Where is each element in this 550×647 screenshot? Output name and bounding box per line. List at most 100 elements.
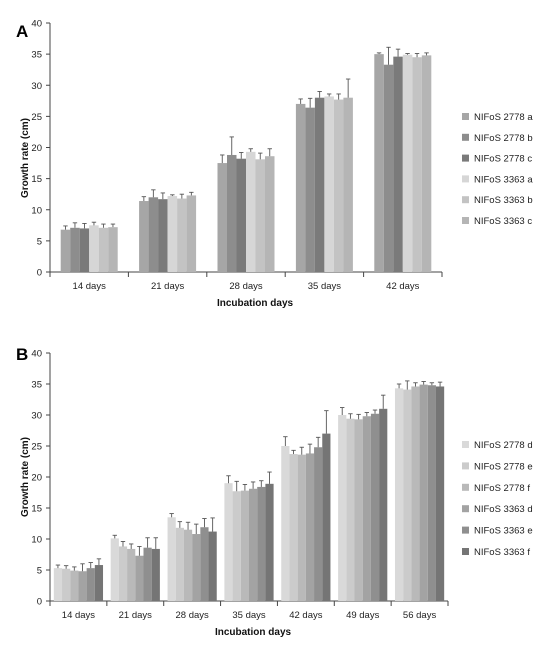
panel-b-bar (419, 384, 428, 601)
panel-b-legend-label: NIFoS 3363 f (474, 547, 530, 558)
panel-b-x-tick-label: 14 days (62, 610, 96, 621)
panel-b-bar (78, 571, 87, 601)
panel-a-y-tick-label: 10 (31, 205, 42, 216)
panel-b-bar (354, 419, 363, 601)
panel-a-y-tick-label: 25 (31, 112, 42, 123)
panel-a-bar (227, 154, 237, 272)
panel-a-y-tick-label: 15 (31, 174, 42, 185)
panel-b-bar (192, 534, 201, 601)
panel-a-bar (89, 225, 99, 272)
panel-b-bar (322, 433, 331, 601)
panel-a-bar (177, 198, 187, 272)
panel-label-b: B (16, 345, 28, 364)
panel-a-legend-swatch (462, 154, 469, 162)
panel-a-bar (393, 56, 403, 272)
panel-a-legend-swatch (462, 113, 469, 120)
panel-b-bar (257, 486, 266, 601)
panel-b-y-tick-label: 30 (31, 411, 42, 422)
panel-a-x-tick-label: 14 days (73, 281, 107, 292)
panel-b-legend-swatch (462, 505, 469, 513)
panel-b-legend-swatch (462, 548, 469, 555)
panel-b-bar (70, 570, 79, 601)
panel-a-bar (314, 97, 325, 272)
panel-b-x-tick-label: 28 days (176, 610, 210, 621)
y-axis-title-b: Growth rate (cm) (20, 437, 31, 517)
panel-b-bar (175, 527, 184, 601)
x-axis-title-a: Incubation days (217, 298, 294, 309)
panel-label-a: A (16, 22, 28, 41)
panel-a-bar (343, 97, 353, 272)
panel-b-bar (167, 517, 176, 601)
panel-a-bar (70, 227, 80, 272)
panel-a-bar (402, 54, 413, 273)
panel-b-bar (143, 547, 152, 601)
panel-b-bar (240, 490, 249, 601)
panel-b-bar (232, 491, 241, 601)
panel-a-y-tick-label: 5 (37, 236, 42, 247)
panel-b-bar (208, 531, 217, 601)
panel-a-bar (79, 228, 90, 272)
panel-a-bar (246, 151, 256, 272)
panel-a-bar (236, 158, 246, 272)
panel-a-x-tick-label: 35 days (308, 281, 342, 292)
panel-b-legend-label: NIFoS 2778 e (474, 461, 533, 472)
panel-a-y-tick-label: 20 (31, 143, 42, 154)
panel-b-legend-swatch (462, 483, 469, 491)
panel-b-bar (403, 389, 412, 601)
panel-a-bar (108, 227, 118, 272)
panel-b-y-tick-label: 25 (31, 442, 42, 453)
y-axis-title-a: Growth rate (cm) (20, 118, 31, 198)
panel-b-bar (338, 415, 347, 601)
panel-a-legend-label: NIFoS 2778 a (474, 112, 533, 123)
panel-a-bar (139, 201, 149, 272)
panel-a-bar (374, 54, 384, 272)
panel-b-bar (265, 483, 274, 601)
chart-panel-b: B Growth rate (cm) Incubation days 0 5 10 1… (16, 345, 533, 638)
panel-b-bar (151, 548, 160, 601)
panel-b-legend-label: NIFoS 3363 d (474, 504, 533, 515)
panel-b-bar (314, 447, 323, 601)
panel-b-bar (200, 527, 209, 601)
panel-a-y-tick-label: 35 (31, 50, 42, 61)
panel-b-bar (411, 386, 420, 601)
panel-b-bar (281, 446, 290, 601)
panel-b-bar (118, 546, 128, 601)
panel-a-legend-label: NIFoS 3363 a (474, 174, 533, 185)
panel-b-bar (362, 416, 371, 601)
panel-b-bar (249, 488, 258, 601)
panel-b-bar (435, 386, 445, 601)
chart-panel-a: A Growth rate (cm) Incubation days 0 5 10 1… (16, 19, 533, 310)
panel-a-legend-swatch (462, 133, 469, 141)
panel-a-legend-label: NIFoS 2778 c (474, 154, 532, 165)
panel-b-bar (62, 568, 71, 601)
panel-a-bar (412, 57, 422, 272)
panel-a-bar (305, 107, 315, 272)
panel-a-bar (98, 227, 109, 272)
panel-a-bar (217, 163, 227, 272)
panel-b-y-tick-label: 5 (37, 566, 42, 577)
panel-a-legend-swatch (462, 196, 469, 204)
panel-b-bar (127, 548, 136, 601)
panel-a-x-tick-label: 21 days (151, 281, 185, 292)
panel-a-bar (148, 197, 159, 272)
panel-b-bar (379, 408, 388, 601)
panel-b-bar (224, 483, 233, 601)
panel-a-bar (60, 229, 71, 272)
panel-b-bar (427, 385, 436, 601)
panel-b-bar (305, 453, 315, 601)
panel-b-x-tick-label: 42 days (289, 610, 323, 621)
panel-a-bar (333, 99, 344, 272)
panel-a-bar (324, 96, 334, 272)
panel-b-legend-swatch (462, 462, 469, 470)
panel-a-legend-swatch (462, 217, 469, 224)
panel-a-y-tick-label: 30 (31, 81, 42, 92)
panel-b-y-tick-label: 35 (31, 380, 42, 391)
panel-b-bar (183, 529, 193, 601)
panel-b-x-tick-label: 56 days (403, 610, 437, 621)
panel-a-y-tick-label: 0 (37, 268, 42, 279)
panel-b-x-tick-label: 21 days (119, 610, 153, 621)
panel-a-legend-label: NIFoS 3363 b (474, 195, 533, 206)
panel-b-bar (346, 418, 355, 601)
panel-b-bar (289, 454, 298, 601)
